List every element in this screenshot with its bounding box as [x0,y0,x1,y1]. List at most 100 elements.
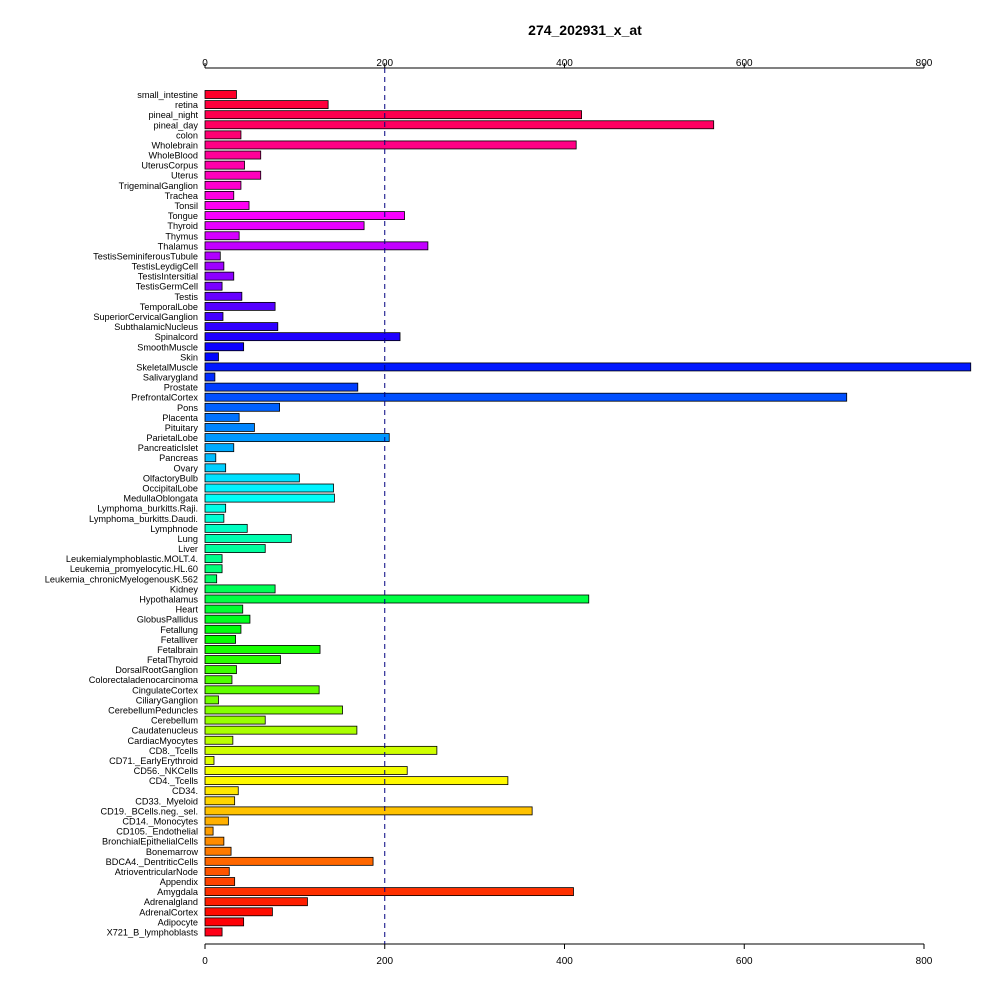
category-label: TestisSeminiferousTubule [93,251,198,261]
bar [204,342,245,352]
bar [204,836,225,846]
category-label: Placenta [162,413,199,423]
bar [204,100,329,109]
bar [204,867,230,876]
bar [204,523,248,533]
category-label: Caudatenucleus [132,726,199,736]
bar [204,685,320,695]
bar [204,887,574,897]
bar [204,412,240,422]
bar [204,634,236,644]
bar [204,574,218,584]
bar [204,513,225,523]
category-label: CD56._NKCells [134,766,199,776]
bar [204,231,240,241]
tick-label: 800 [916,956,933,967]
category-label: SmoothMuscle [137,342,198,352]
category-label: CD34. [172,786,198,796]
category-label: DorsalRootGanglion [115,665,198,675]
category-label: TestisIntersitial [138,272,198,282]
category-label: Uterus [171,171,198,181]
category-label: TemporalLobe [140,302,198,312]
category-label: TestisGermCell [136,282,198,292]
bar-series [204,90,972,937]
category-label: TrigeminalGanglion [119,181,198,191]
bar [204,301,276,311]
bar [204,715,266,725]
bar [204,392,848,402]
bar [204,402,280,412]
bar [204,423,255,432]
bar [204,241,429,251]
bar [204,150,262,160]
bar [204,352,219,362]
bar [204,614,251,624]
bar [204,211,405,220]
category-labels: small_intestineretinapineal_nightpineal_… [45,90,199,937]
bar [204,453,217,463]
category-label: Colorectaladenocarcinoma [89,675,199,685]
category-label: CD14._Monocytes [122,816,198,826]
category-label: PrefrontalCortex [131,393,198,403]
category-label: pineal_night [148,110,198,120]
bar [204,897,308,907]
category-label: BDCA4._DentriticCells [106,857,199,867]
bar [204,90,237,99]
category-label: CD71._EarlyErythroid [109,756,198,766]
category-label: Leukemialymphoblastic.MOLT.4. [66,554,198,564]
category-label: Salivarygland [143,373,198,383]
bar [204,624,242,634]
category-label: Kidney [170,584,198,594]
bar [204,372,216,382]
x-axis-bottom: 0 200 400 600 800 [202,943,933,967]
bar [204,251,221,261]
category-label: BronchialEpithelialCells [102,837,198,847]
bar [204,201,250,210]
bar [204,130,242,140]
category-label: TestisLeydigCell [132,262,198,272]
category-label: AtrioventricularNode [115,867,198,877]
category-label: Cerebellum [151,716,198,726]
category-label: Fetallung [160,625,198,635]
bar [204,655,281,664]
bar [204,221,365,231]
bar [204,322,279,331]
category-label: Pituitary [165,423,199,433]
bar [204,140,577,150]
category-label: Heart [176,605,199,615]
category-label: Lymphoma_burkitts.Daudi. [89,514,198,524]
bar [204,816,229,826]
tick-label: 0 [202,58,208,69]
category-label: Liver [178,544,198,554]
bar [204,766,408,775]
category-label: CD19._BCells.neg._sel. [100,806,198,816]
category-label: Prostate [164,383,198,393]
bar [204,180,242,190]
category-label: PancreaticIslet [138,443,199,453]
category-label: Testis [175,292,199,302]
category-label: Adipocyte [158,917,198,927]
bar [204,705,343,715]
tick-label: 200 [376,58,393,69]
tick-label: 0 [202,956,208,967]
bar [204,826,214,836]
bar [204,110,582,120]
category-label: Trachea [165,191,199,201]
category-label: Amygdala [157,887,199,897]
category-label: small_intestine [137,90,198,100]
bar [204,564,223,574]
category-label: SubthalamicNucleus [114,322,198,332]
bar [204,554,223,564]
tick-label: 600 [736,956,753,967]
category-label: Fetalliver [161,635,198,645]
bar [204,927,223,937]
category-label: Leukemia_promyelocytic.HL.60 [70,564,198,574]
tick-label: 800 [916,58,933,69]
bar [204,695,219,705]
tick-label: 400 [556,956,573,967]
category-label: Thalamus [158,241,199,251]
bar [204,776,509,786]
bar [204,362,972,372]
bar [204,271,235,281]
